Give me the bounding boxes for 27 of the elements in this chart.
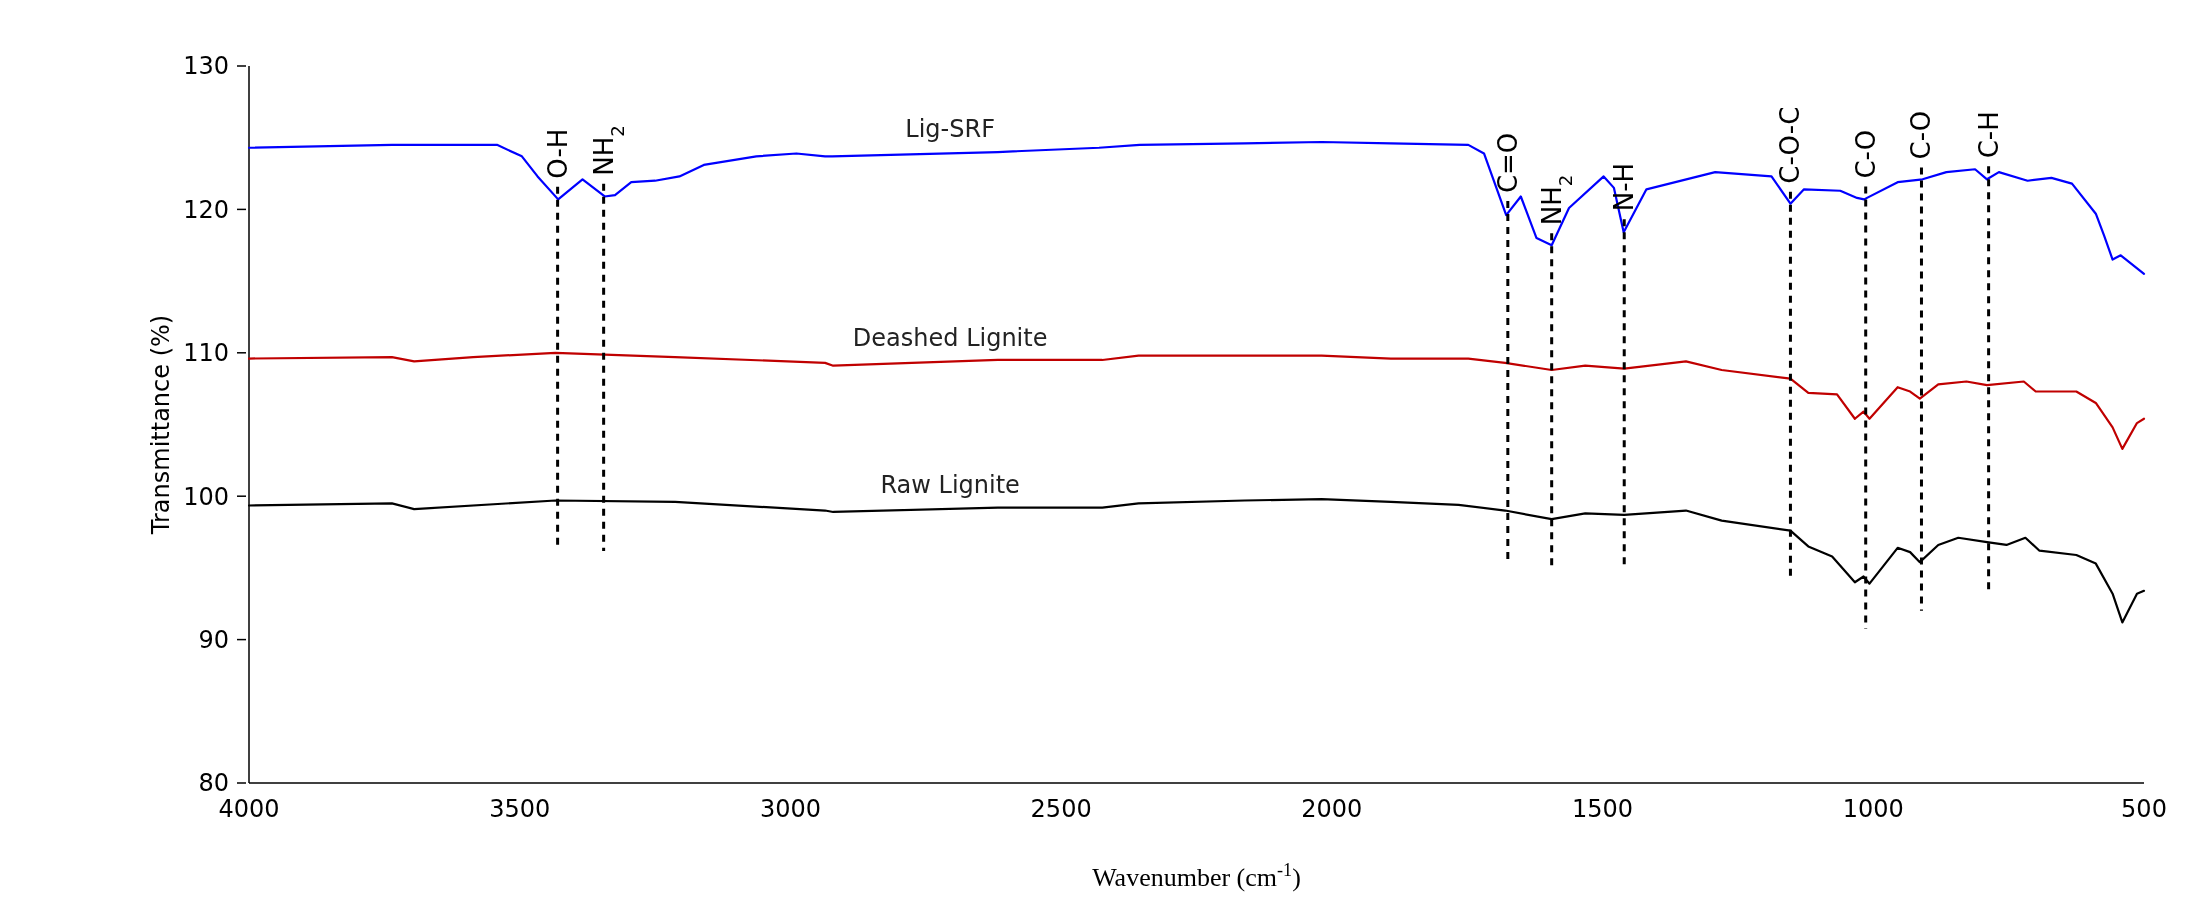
ref-line-label: C=O — [1492, 132, 1523, 194]
ref-line-label: C-O — [1850, 129, 1881, 179]
ref-line-label: C-O — [1906, 110, 1937, 160]
ref-line-label: N-H — [1609, 162, 1640, 212]
y-tick-label: 130 — [183, 52, 229, 81]
ref-line-label: C-H — [1973, 111, 2004, 159]
y-tick-label: 80 — [198, 769, 229, 798]
y-tick-label: 120 — [183, 195, 229, 224]
x-tick-label: 1000 — [1842, 795, 1904, 823]
x-axis-title: Wavenumber (cm$^{-1}$) — [1092, 860, 1301, 892]
ref-line-label: O-H — [542, 128, 573, 179]
x-tick-label: 3000 — [759, 795, 821, 823]
series-label: Deashed Lignite — [852, 323, 1048, 352]
y-axis-title: Transmittance (%) — [147, 314, 175, 536]
y-tick-label: 100 — [183, 482, 229, 511]
x-tick-label: 2500 — [1030, 795, 1092, 823]
series-label: Lig-SRF — [905, 115, 995, 144]
ref-line-label: C-O-C — [1775, 106, 1806, 184]
line-series — [247, 351, 2146, 450]
series-label: Raw Lignite — [880, 470, 1020, 499]
x-tick-label: 500 — [2121, 795, 2167, 823]
x-tick-label: 3500 — [489, 795, 551, 823]
y-tick-label: 90 — [198, 626, 229, 654]
x-tick-label: 4000 — [218, 795, 280, 823]
x-tick-label: 1500 — [1572, 795, 1634, 823]
x-tick-label: 2000 — [1301, 795, 1363, 823]
y-tick-label: 110 — [183, 339, 229, 368]
